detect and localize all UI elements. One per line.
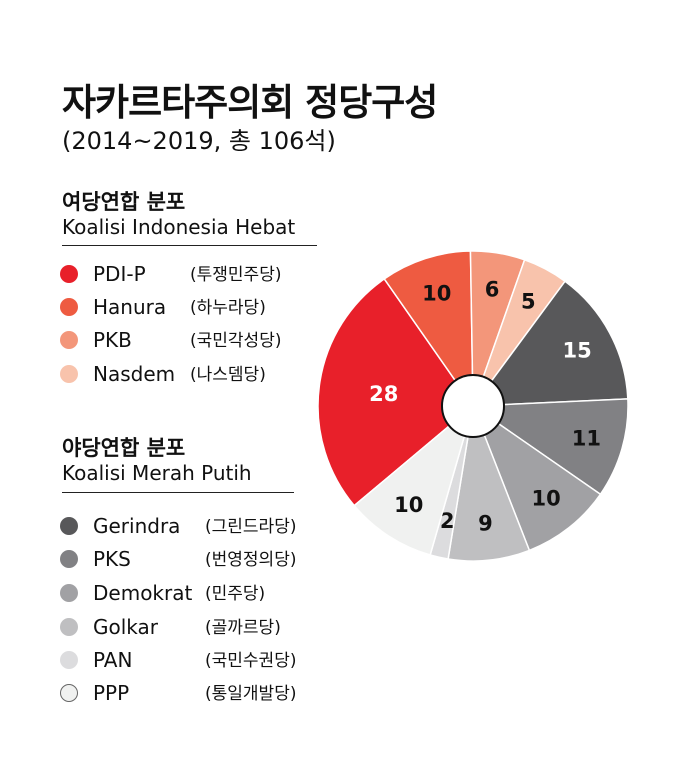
pie-value-label: 5 (521, 290, 536, 314)
legend-label: Gerindra (93, 514, 181, 538)
pie-slice-pks (470, 398, 629, 496)
legend-label: Golkar (93, 615, 158, 639)
legend-swatch (60, 517, 78, 535)
legend-korean: (번영정의당) (205, 550, 297, 570)
pie-value-label: 6 (485, 278, 500, 302)
ruling-coalition-subtitle: Koalisi Indonesia Hebat (62, 215, 296, 239)
legend-korean: (국민수권당) (205, 651, 297, 671)
ruling-coalition-divider (62, 245, 317, 246)
pie-value-label: 11 (572, 427, 601, 451)
legend-label: PPP (93, 681, 130, 705)
opposition-coalition-divider (62, 492, 294, 493)
legend-korean: (민주당) (205, 584, 266, 604)
pie-value-label: 15 (562, 338, 591, 362)
legend-swatch (60, 550, 78, 568)
pie-slice-gerindra (471, 280, 629, 407)
legend-swatch (60, 651, 78, 669)
legend-label: Nasdem (93, 362, 176, 386)
ruling-coalition-title: 여당연합 분포 (62, 190, 186, 214)
legend-korean: (투쟁민주당) (190, 265, 282, 285)
pie-value-label: 10 (422, 282, 451, 306)
chart-title: 자카르타주의회 정당구성 (62, 81, 438, 124)
legend-korean: (나스뎀당) (190, 365, 266, 385)
legend-label: PKB (93, 328, 132, 352)
legend-swatch (60, 331, 78, 349)
legend-korean: (그린드라당) (205, 517, 297, 537)
legend-swatch (60, 618, 78, 636)
chart-subtitle: (2014~2019, 총 106석) (62, 127, 336, 155)
legend-swatch (60, 365, 78, 383)
pie-value-label: 28 (369, 382, 398, 406)
pie-value-label: 10 (531, 487, 560, 511)
legend-korean: (하누라당) (190, 298, 266, 318)
legend-label: Hanura (93, 295, 167, 319)
legend-label: PDI-P (93, 262, 146, 286)
pie-slice-ppp (353, 403, 475, 556)
legend-label: PAN (93, 648, 133, 672)
legend-swatch (60, 684, 78, 702)
pie-slice-hanura (383, 250, 474, 409)
legend-swatch (60, 584, 78, 602)
legend-korean: (골까르당) (205, 618, 281, 638)
pie-value-label: 2 (440, 509, 455, 533)
legend-swatch (60, 265, 78, 283)
opposition-coalition-subtitle: Koalisi Merah Putih (62, 461, 252, 485)
legend-swatch (60, 298, 78, 316)
legend-korean: (통일개발당) (205, 684, 297, 704)
pie-value-label: 9 (478, 511, 493, 535)
pie-slice-demokrat (471, 403, 602, 552)
pie-center-hole (441, 374, 505, 438)
pie-slice-pdip (317, 277, 475, 507)
legend-korean: (국민각성당) (190, 331, 282, 351)
legend-label: PKS (93, 547, 131, 571)
opposition-coalition-title: 야당연합 분포 (62, 436, 186, 460)
pie-value-label: 10 (394, 493, 423, 517)
legend-label: Demokrat (93, 581, 193, 605)
